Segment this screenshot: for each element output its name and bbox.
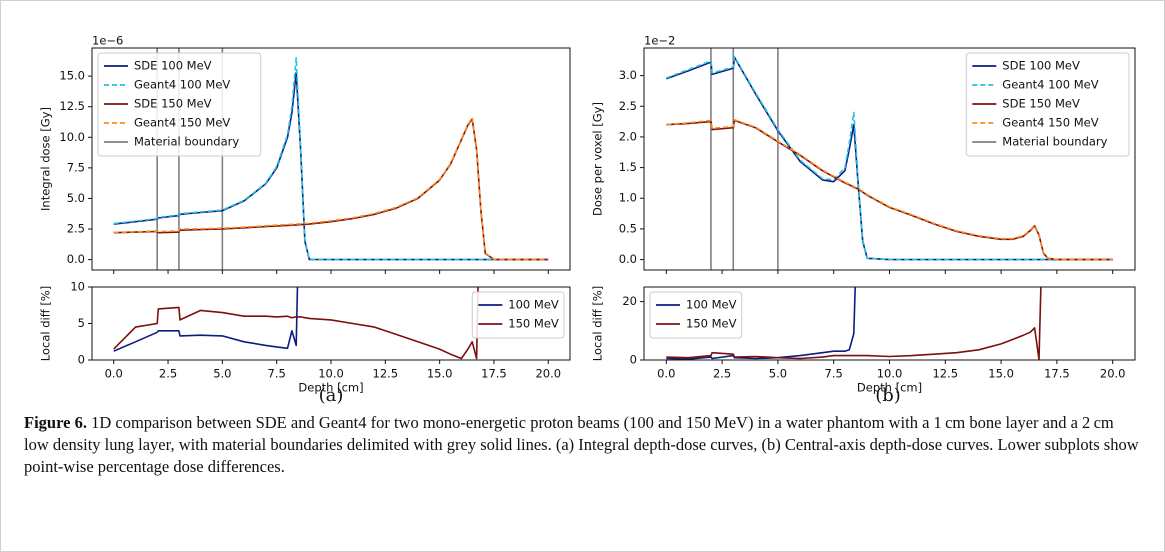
x-tick-label: 7.5	[825, 367, 843, 381]
y-axis-label: Local diff [%]	[39, 286, 53, 361]
x-tick-label: 0.0	[657, 367, 675, 381]
y-axis-label: Dose per voxel [Gy]	[591, 102, 605, 216]
x-tick-label: 17.5	[1044, 367, 1070, 381]
y-tick-label: 0.5	[619, 221, 637, 235]
y-tick-label: 5	[78, 316, 85, 330]
y-tick-label: 5.0	[67, 191, 85, 205]
legend-label: 100 MeV	[686, 298, 737, 312]
y-tick-label: 0.0	[619, 252, 637, 266]
legend-label: Geant4 100 MeV	[1002, 78, 1098, 92]
legend-label: Geant4 150 MeV	[1002, 116, 1098, 130]
legend-label: 150 MeV	[686, 317, 737, 331]
legend-label: SDE 100 MeV	[134, 59, 212, 73]
x-tick-label: 12.5	[932, 367, 958, 381]
x-tick-label: 17.5	[481, 367, 507, 381]
y-axis-label: Local diff [%]	[591, 286, 605, 361]
x-tick-label: 15.0	[988, 367, 1014, 381]
y-tick-label: 15.0	[59, 69, 85, 83]
x-tick-label: 7.5	[268, 367, 286, 381]
y-tick-label: 0	[630, 353, 637, 367]
x-tick-label: 20.0	[1100, 367, 1126, 381]
caption-text: 1D comparison between SDE and Geant4 for…	[24, 413, 1139, 476]
y-tick-label: 2.5	[67, 222, 85, 236]
y-tick-label: 1.5	[619, 160, 637, 174]
caption-label: Figure 6.	[24, 413, 87, 432]
y-tick-label: 0	[78, 353, 85, 367]
series-line	[666, 287, 1042, 360]
legend-box	[97, 52, 262, 157]
legend-label: Geant4 100 MeV	[134, 78, 230, 92]
y-tick-label: 1.0	[619, 191, 637, 205]
y-tick-label: 3.0	[619, 68, 637, 82]
legend-label: SDE 150 MeV	[134, 97, 212, 111]
x-tick-label: 10.0	[877, 367, 903, 381]
series-line	[113, 118, 549, 261]
x-axis-label: Depth [cm]	[298, 381, 363, 395]
x-tick-label: 5.0	[213, 367, 231, 381]
y-tick-label: 20	[622, 294, 637, 308]
x-tick-label: 12.5	[373, 367, 399, 381]
offset-text: 1e−6	[92, 34, 123, 48]
series-line	[113, 287, 479, 360]
series-line	[666, 119, 1113, 261]
legend-box	[649, 291, 743, 339]
y-tick-label: 2.5	[619, 99, 637, 113]
legend-label: Material boundary	[134, 135, 239, 149]
panel-label: (b)	[875, 385, 901, 406]
legend-label: 100 MeV	[508, 298, 559, 312]
x-tick-label: 0.0	[105, 367, 123, 381]
y-tick-label: 0.0	[67, 252, 85, 266]
offset-text: 1e−2	[644, 34, 675, 48]
series-line	[666, 55, 1113, 261]
caption: Figure 6. 1D comparison between SDE and …	[24, 412, 1139, 478]
legend-label: Material boundary	[1002, 135, 1107, 149]
x-axis-label: Depth [cm]	[857, 381, 922, 395]
legend-label: Geant4 150 MeV	[134, 116, 230, 130]
legend-label: SDE 150 MeV	[1002, 97, 1080, 111]
series-line	[113, 287, 299, 352]
legend-box	[471, 291, 565, 339]
x-tick-label: 10.0	[318, 367, 344, 381]
legend-label: SDE 100 MeV	[1002, 59, 1080, 73]
x-tick-label: 2.5	[159, 367, 177, 381]
x-tick-label: 5.0	[769, 367, 787, 381]
axes-frame	[91, 286, 571, 361]
legend-box	[965, 52, 1130, 157]
series-line	[113, 56, 549, 261]
panel-label: (a)	[319, 385, 344, 406]
y-tick-label: 12.5	[59, 99, 85, 113]
y-tick-label: 7.5	[67, 160, 85, 174]
y-tick-label: 10.0	[59, 130, 85, 144]
axes-frame	[643, 286, 1136, 361]
y-tick-label: 2.0	[619, 129, 637, 143]
axes-frame	[643, 47, 1136, 271]
legend-label: 150 MeV	[508, 317, 559, 331]
x-tick-label: 2.5	[713, 367, 731, 381]
x-tick-label: 20.0	[535, 367, 561, 381]
axes-frame	[91, 47, 571, 271]
y-tick-label: 10	[70, 280, 85, 294]
y-axis-label: Integral dose [Gy]	[39, 107, 53, 211]
x-tick-label: 15.0	[427, 367, 453, 381]
